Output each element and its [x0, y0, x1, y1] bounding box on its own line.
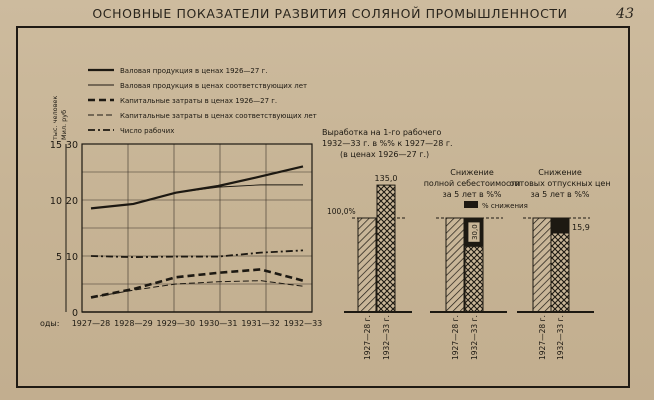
bar-category-label: 1932—33 г.: [556, 315, 565, 360]
y-tick-label: 10: [66, 252, 78, 263]
bar-charts: Выработка на 1-го рабочего 1932—33 г. в %…: [322, 128, 611, 360]
x-tick-label: 1930—31: [199, 319, 238, 328]
y-tick-label: 0: [72, 308, 78, 319]
series-line-2: [90, 184, 303, 209]
y-tick-label-secondary: 5: [56, 252, 62, 263]
reduction-label-box: [467, 221, 481, 243]
legend-entry: Валовая продукция в ценах соответствующи…: [120, 82, 307, 90]
series-line-5: [90, 249, 304, 259]
x-tick-label: 1932—33: [284, 319, 323, 328]
bar: [376, 184, 396, 313]
bar: [445, 217, 465, 313]
bar-data-label: 30,0: [471, 224, 479, 240]
y-tick-label: 20: [66, 196, 78, 207]
y-axis-label-secondary: тыс. человек: [51, 96, 59, 140]
baseline-label: 100,0%: [327, 207, 356, 216]
bar-category-label: 1932—33 г.: [382, 315, 391, 360]
bar-data-label: 15,9: [572, 223, 590, 232]
legend-entry: Число рабочих: [120, 127, 174, 135]
bar-category-label: 1927—28 г.: [451, 315, 460, 360]
bar: [550, 232, 570, 313]
legend-entry: Капитальные затраты в ценах соответствую…: [120, 112, 317, 120]
y-tick-label-secondary: 15: [50, 140, 62, 151]
x-axis-prefix: оды:: [40, 319, 59, 328]
bar-chart-title: (в ценах 1926—27 г.): [340, 150, 429, 159]
series-line-3: [90, 268, 304, 299]
bar-reduction-segment: [550, 217, 570, 234]
series-line-4: [90, 280, 304, 298]
page-number: 43: [616, 6, 634, 22]
reduction-legend-note: % снижения: [482, 202, 528, 210]
x-tick-label: 1927—28: [72, 319, 111, 328]
bar: [532, 217, 552, 313]
x-tick-label: 1929—30: [157, 319, 196, 328]
bar-chart-title: оптовых отпускных цен: [509, 179, 610, 188]
y-tick-label-secondary: 10: [50, 196, 62, 207]
bar-chart-title: 1932—33 г. в %% к 1927—28 г.: [322, 139, 453, 148]
bar-category-label: 1932—33 г.: [470, 315, 479, 360]
plot-area-border: [81, 143, 313, 313]
bar-chart-title: за 5 лет в %%: [442, 190, 501, 199]
bar: [357, 217, 377, 313]
bar-chart-title: за 5 лет в %%: [530, 190, 589, 199]
reduction-legend-swatch: [464, 201, 478, 208]
bar-chart-title: Выработка на 1-го рабочего: [322, 128, 442, 137]
bar-data-label: 135,0: [375, 174, 398, 183]
bar-category-label: 1927—28 г.: [538, 315, 547, 360]
figure-frame: [16, 26, 630, 388]
series-line-1: [90, 165, 304, 210]
legend-entry: Капитальные затраты в ценах 1926—27 г.: [120, 97, 277, 105]
page-title: ОСНОВНЫЕ ПОКАЗАТЕЛИ РАЗВИТИЯ СОЛЯНОЙ ПРО…: [92, 6, 568, 21]
bar-chart-title: полной себестоимости: [424, 179, 521, 188]
bar: [464, 245, 484, 313]
bar-chart-title: Снижение: [538, 168, 582, 177]
bar-chart-title: Снижение: [450, 168, 494, 177]
x-tick-label: 1928—29: [114, 319, 153, 328]
bar-category-label: 1927—28 г.: [363, 315, 372, 360]
y-axis-label: Мил. руб: [60, 110, 68, 140]
x-tick-label: 1931—32: [241, 319, 280, 328]
legend-entry: Валовая продукция в ценах 1926—27 г.: [120, 67, 267, 75]
y-tick-label: 30: [66, 140, 78, 151]
